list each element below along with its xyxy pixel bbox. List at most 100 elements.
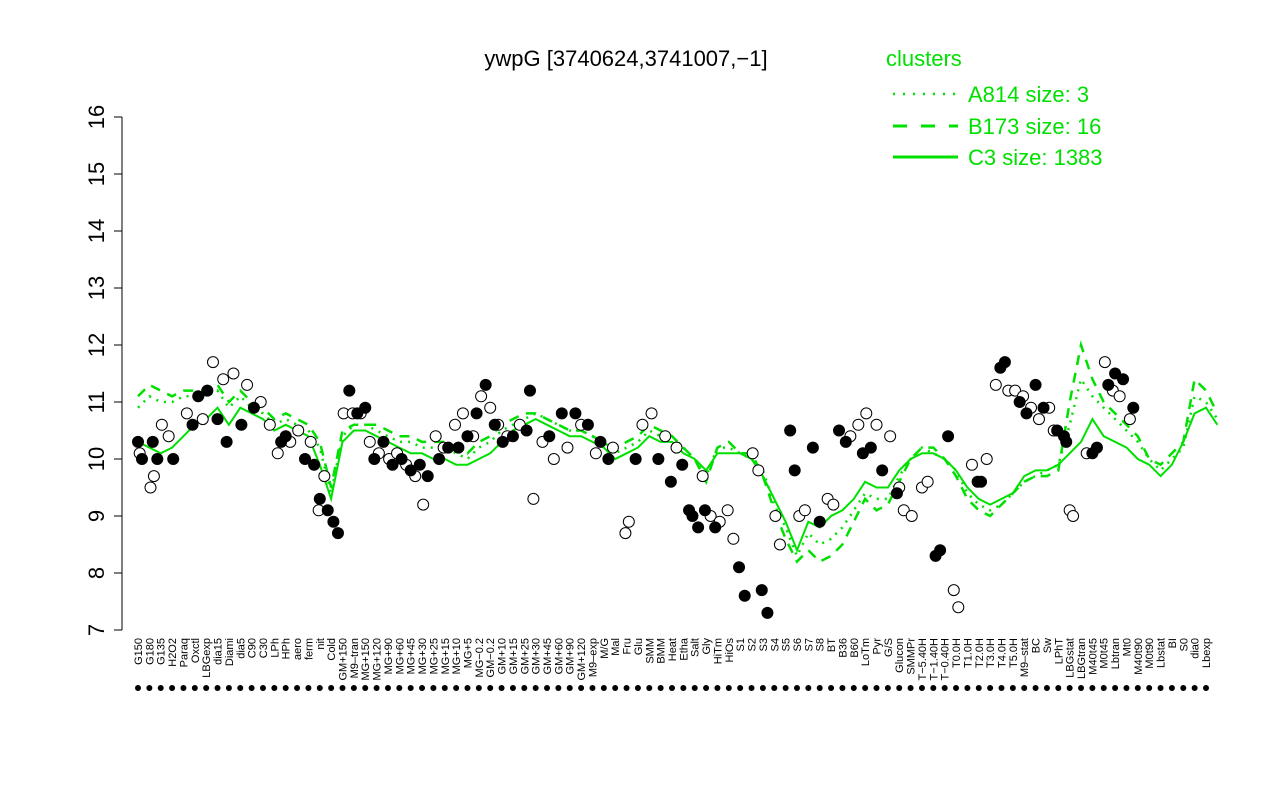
data-point-filled: [1037, 401, 1050, 414]
x-tick-label: S2: [747, 638, 759, 651]
data-point-filled: [211, 413, 224, 426]
x-tick-marker: [259, 685, 266, 691]
x-tick-marker: [998, 685, 1005, 691]
data-point-open: [1067, 510, 1080, 522]
data-point-open: [144, 481, 157, 494]
data-point-filled: [594, 435, 607, 448]
x-tick-marker: [634, 685, 641, 691]
data-point-filled: [386, 458, 399, 471]
x-tick-label: GM+60: [553, 638, 565, 674]
x-tick-marker: [248, 685, 255, 691]
x-tick-label: BT: [826, 638, 838, 652]
x-tick-label: dia5: [235, 638, 247, 659]
data-point-open: [1032, 413, 1045, 426]
legend-title: clusters: [886, 46, 962, 71]
data-point-open: [206, 356, 219, 369]
x-tick-marker: [975, 685, 982, 691]
data-point-filled: [247, 401, 260, 414]
x-tick-marker: [1123, 685, 1130, 691]
x-tick-marker: [1021, 685, 1028, 691]
x-tick-marker: [793, 685, 800, 691]
x-tick-marker: [430, 685, 437, 691]
data-point-open: [752, 464, 765, 477]
x-tick-label: MG+30: [417, 638, 429, 674]
x-tick-label: BI: [1167, 638, 1179, 648]
x-tick-marker: [680, 685, 687, 691]
x-tick-label: T2.0H: [974, 638, 986, 668]
x-tick-label: Glu: [633, 638, 645, 655]
data-point-filled: [421, 470, 434, 483]
data-point-filled: [235, 418, 248, 431]
x-tick-label: GM+15: [508, 638, 520, 674]
data-point-open: [304, 435, 317, 448]
x-tick-label: GM+150: [338, 638, 350, 681]
x-tick-marker: [1043, 685, 1050, 691]
x-tick-label: Salt: [690, 638, 702, 657]
x-tick-marker: [1089, 685, 1096, 691]
data-point-filled: [1117, 373, 1130, 386]
x-tick-marker: [453, 685, 460, 691]
data-point-filled: [479, 378, 492, 391]
x-tick-label: T−0.40H: [940, 638, 952, 681]
x-tick-label: Mt0: [1121, 638, 1133, 656]
data-point-open: [1123, 413, 1136, 426]
x-tick-label: T−1.40H: [928, 638, 940, 681]
data-point-filled: [1102, 378, 1115, 391]
data-point-filled: [569, 407, 582, 420]
x-tick-marker: [646, 685, 653, 691]
x-tick-marker: [850, 685, 857, 691]
x-tick-label: GM+90: [565, 638, 577, 674]
data-point-open: [227, 367, 240, 380]
data-point-filled: [975, 475, 988, 488]
x-tick-label: ferm: [303, 638, 315, 660]
data-point-filled: [543, 430, 556, 443]
x-tick-marker: [884, 685, 891, 691]
data-point-open: [448, 418, 461, 431]
x-tick-label: S1: [735, 638, 747, 651]
x-tick-label: M0t90: [1144, 638, 1156, 669]
data-point-filled: [299, 453, 312, 465]
x-tick-label: MG+150: [360, 638, 372, 681]
y-axis: 7 8 9 10 11 12 13 14 15 16: [84, 105, 123, 636]
x-tick-marker: [521, 685, 528, 691]
x-tick-marker: [669, 685, 675, 691]
x-tick-marker: [487, 685, 494, 691]
x-tick-label: MG+25: [428, 638, 440, 674]
data-point-filled: [433, 453, 446, 465]
x-tick-label: SMMPr: [906, 638, 918, 675]
data-point-filled: [942, 430, 955, 443]
x-tick-label: B60: [849, 638, 861, 658]
data-point-filled: [313, 492, 326, 505]
x-tick-marker: [691, 685, 698, 691]
x-tick-label: Cold: [326, 638, 338, 661]
x-tick-label: B36: [837, 638, 849, 658]
data-point-filled: [698, 504, 711, 517]
x-tick-label: Oxctl: [190, 638, 202, 663]
x-tick-marker: [294, 685, 301, 691]
data-point-open: [484, 401, 497, 414]
x-tick-label: BMM: [656, 638, 668, 664]
x-tick-marker: [1157, 685, 1164, 691]
data-point-open: [147, 470, 160, 483]
data-point-filled: [876, 464, 889, 477]
data-point-open: [870, 418, 883, 431]
x-tick-label: Lbexp: [1201, 638, 1213, 668]
x-tick-label: MG+60: [394, 638, 406, 674]
x-tick-marker: [657, 685, 664, 691]
x-tick-label: Etha: [678, 637, 690, 661]
data-point-filled: [738, 589, 751, 602]
x-tick-marker: [373, 685, 380, 691]
data-point-filled: [151, 453, 164, 465]
x-tick-label: BC: [1031, 638, 1043, 653]
x-tick-marker: [328, 685, 335, 691]
x-tick-marker: [464, 685, 471, 691]
x-tick-marker: [737, 685, 744, 691]
x-tick-label: HiOs: [724, 638, 736, 663]
x-tick-marker: [566, 685, 573, 691]
data-point-open: [589, 447, 602, 460]
data-point-filled: [784, 424, 797, 437]
x-tick-marker: [203, 685, 210, 691]
data-point-filled: [890, 487, 903, 500]
data-point-filled: [652, 453, 665, 465]
